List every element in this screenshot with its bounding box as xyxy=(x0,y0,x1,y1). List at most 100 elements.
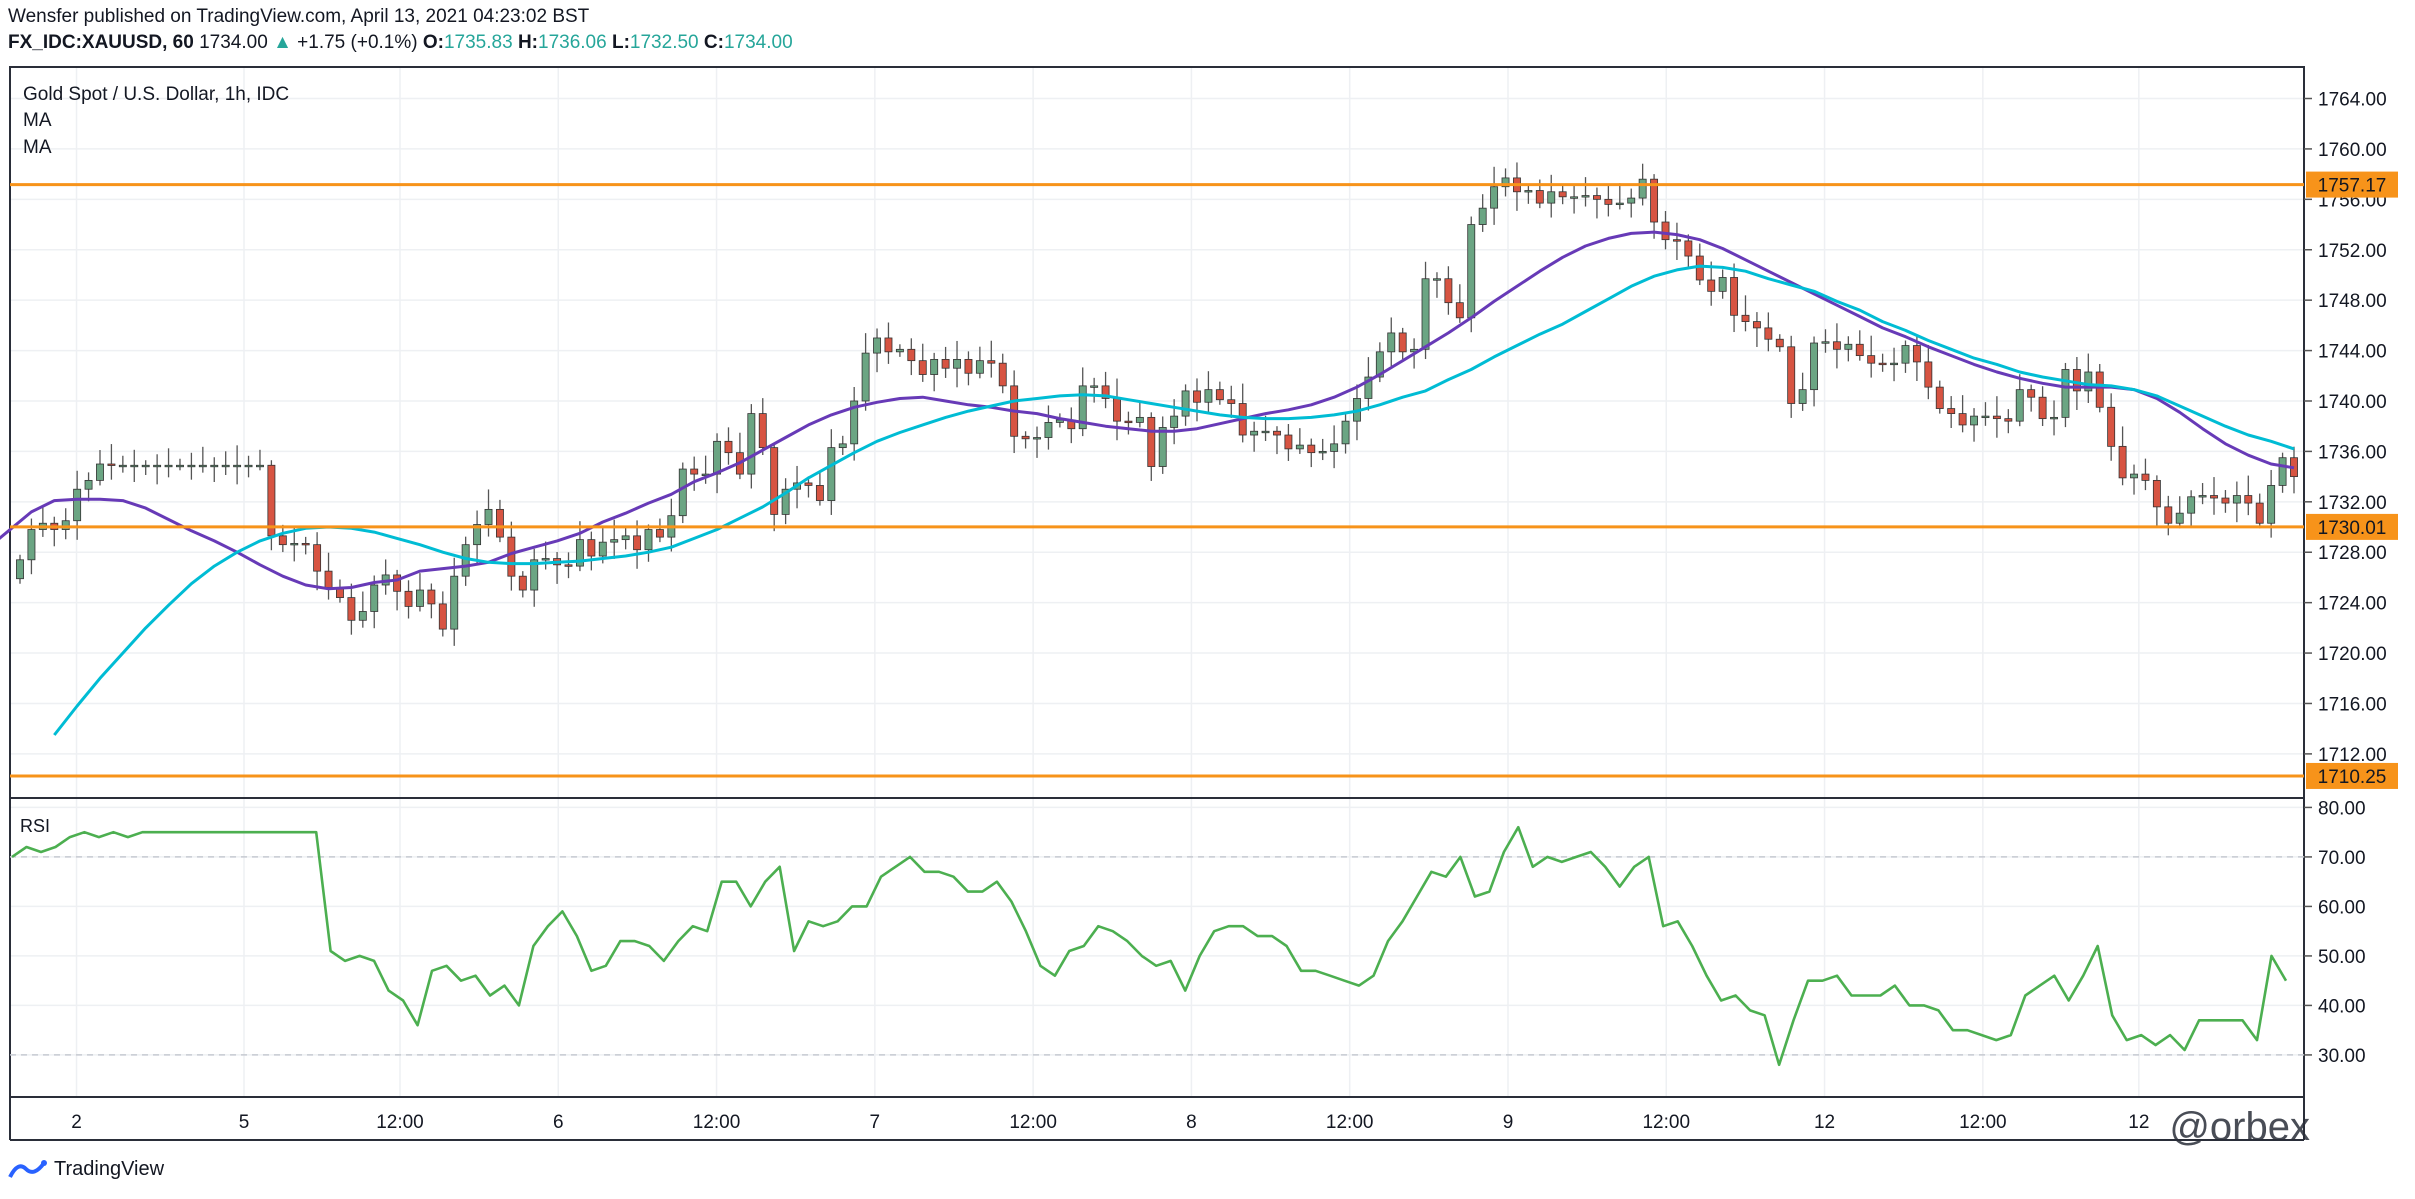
candle-body-up xyxy=(850,400,859,445)
candle xyxy=(1844,336,1853,362)
candle-body-down xyxy=(2038,396,2047,420)
watermark: @orbex xyxy=(2169,1105,2310,1149)
candle xyxy=(1832,323,1841,369)
candle xyxy=(130,449,139,483)
candle xyxy=(975,346,984,379)
candle xyxy=(1330,425,1339,469)
footer-brand[interactable]: TradingView xyxy=(8,1157,164,1181)
candle xyxy=(1821,329,1830,353)
candle xyxy=(747,404,756,489)
candle-body-up xyxy=(598,541,607,557)
candle xyxy=(404,580,413,619)
candle xyxy=(301,536,310,555)
candle-body-up xyxy=(2187,496,2196,514)
candle-body-down xyxy=(1593,195,1601,200)
candle xyxy=(313,532,322,591)
candle-body-up xyxy=(895,348,904,353)
candle-body-down xyxy=(1764,327,1773,340)
candle-body-up xyxy=(2130,473,2138,479)
candle-body-up xyxy=(1181,390,1190,417)
candle-body-up xyxy=(244,464,253,468)
candle xyxy=(713,433,721,494)
candle xyxy=(164,448,173,478)
candle-body-up xyxy=(1478,207,1487,225)
candle xyxy=(2232,481,2241,523)
candle-body-up xyxy=(2015,389,2024,422)
y-tick-label: 1712.00 xyxy=(2318,745,2387,766)
candle xyxy=(484,489,493,537)
candle-body-down xyxy=(1672,239,1681,242)
x-tick-label: 12:00 xyxy=(1009,1112,1057,1133)
candle xyxy=(1295,428,1304,454)
candle-body-down xyxy=(1730,277,1739,316)
candle xyxy=(724,427,733,465)
symbol-name: FX_IDC:XAUUSD, 60 xyxy=(8,32,194,53)
candle-body-up xyxy=(930,358,939,375)
candle-body-up xyxy=(1844,343,1853,350)
candle-body-down xyxy=(2255,502,2264,524)
candle xyxy=(850,387,859,461)
candle-body-up xyxy=(84,479,93,490)
candle xyxy=(815,472,824,506)
candle-body-up xyxy=(370,584,379,612)
candle xyxy=(1193,378,1201,422)
candle xyxy=(1147,412,1156,481)
candle xyxy=(370,575,379,629)
high-value: 1736.06 xyxy=(538,32,607,53)
candle xyxy=(416,573,424,612)
candle-body-up xyxy=(1295,444,1304,450)
candle xyxy=(827,429,836,515)
candle-body-up xyxy=(2050,416,2058,420)
candle xyxy=(1615,183,1624,210)
candle-body-down xyxy=(1535,190,1544,204)
x-tick-label: 6 xyxy=(553,1112,564,1133)
candle xyxy=(1627,188,1636,218)
rsi-y-tick-label: 60.00 xyxy=(2318,897,2366,918)
candle-body-down xyxy=(1752,321,1761,329)
candle xyxy=(1581,177,1590,207)
candle xyxy=(1067,407,1076,444)
candle-body-down xyxy=(404,590,413,607)
chart-canvas[interactable]: 2 5 12:00 6 12:00 7 12:00 8 12:00 9 12:00 12 12:00 12… xyxy=(0,0,2415,1150)
candle-body-up xyxy=(153,464,162,468)
x-tick-label: 12:00 xyxy=(376,1112,424,1133)
candle-body-up xyxy=(1078,385,1087,430)
candle xyxy=(1764,312,1773,352)
candle-body-down xyxy=(1444,278,1453,304)
level-price-label: 1757.17 xyxy=(2318,176,2387,197)
candle xyxy=(1867,335,1876,378)
candle-body-up xyxy=(1318,451,1327,454)
candle-body-up xyxy=(678,468,687,517)
ma-legend-2: MA xyxy=(23,137,52,158)
candle xyxy=(1318,438,1327,461)
close-label: C: xyxy=(703,32,724,53)
candle-body-down xyxy=(2141,473,2150,481)
candle xyxy=(256,449,264,471)
candle xyxy=(1855,330,1864,361)
candle-body-down xyxy=(1021,435,1030,440)
candle-body-down xyxy=(2118,445,2127,479)
candle xyxy=(1204,371,1213,415)
candle xyxy=(1947,396,1956,428)
y-tick-label: 1752.00 xyxy=(2318,241,2387,262)
candle xyxy=(221,451,230,475)
candle xyxy=(1284,424,1293,461)
candle-body-down xyxy=(655,529,664,538)
candle-body-down xyxy=(1684,240,1693,257)
candle xyxy=(1604,185,1613,217)
candle-body-down xyxy=(2004,418,2013,422)
candle xyxy=(1890,347,1898,382)
low-value: 1732.50 xyxy=(629,32,699,53)
candle-body-up xyxy=(1204,389,1213,403)
candle-body-up xyxy=(838,443,847,449)
candle xyxy=(1741,295,1750,332)
candle xyxy=(461,536,470,586)
candle-body-up xyxy=(118,464,127,468)
candle xyxy=(2187,490,2196,528)
candle-body-down xyxy=(690,468,699,475)
candle-body-up xyxy=(1467,224,1476,319)
candle-body-up xyxy=(1970,415,1978,426)
candle xyxy=(998,353,1007,394)
candle-body-up xyxy=(221,464,230,468)
candle xyxy=(347,583,356,635)
